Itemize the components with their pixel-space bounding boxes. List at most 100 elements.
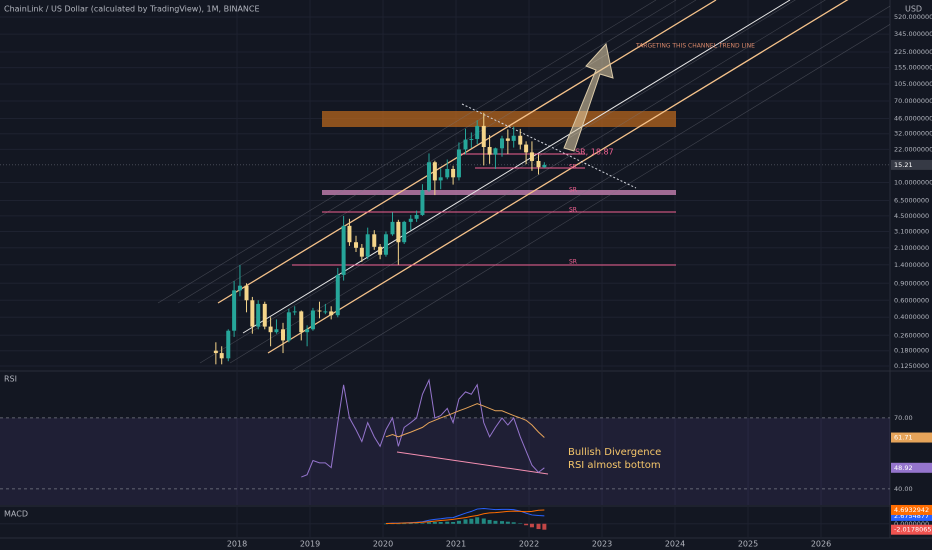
histogram-bar <box>420 523 425 524</box>
candle-body <box>390 221 395 235</box>
candle-body <box>414 214 419 219</box>
candle-body <box>347 225 352 243</box>
histogram-bar <box>383 523 388 525</box>
supply-zone <box>322 111 676 127</box>
y-tick-label: 1.4000000 <box>894 261 929 269</box>
x-tick-label: 2022 <box>519 540 539 549</box>
candle-body <box>432 162 437 181</box>
y-tick-label: 225.0000000 <box>894 48 932 56</box>
histogram-bar <box>402 523 407 525</box>
histogram-bar <box>542 523 547 530</box>
candle-body <box>359 247 364 257</box>
candle-body <box>310 310 315 330</box>
drawings <box>157 0 890 370</box>
candle-body <box>505 138 510 141</box>
price-badge <box>891 524 932 535</box>
y-tick-label: 0.4000000 <box>894 313 929 321</box>
x-tick-label: 2023 <box>592 540 612 549</box>
badge-label: 2.6754877 <box>894 512 929 520</box>
y-tick-label: 2.1000000 <box>894 244 929 252</box>
candle-body <box>281 329 286 341</box>
price-badge <box>891 504 932 515</box>
histogram-bar <box>408 523 413 525</box>
candle-body <box>372 234 377 247</box>
histogram-bar <box>493 520 498 524</box>
currency: USD <box>905 5 922 14</box>
annotation: SR <box>569 164 577 171</box>
histogram-bar <box>427 522 432 524</box>
annotation: SR <box>569 187 577 194</box>
candle-body <box>323 311 328 313</box>
channel-lower <box>267 0 849 354</box>
annotation: TARGETING THIS CHANNEL TREND LINE <box>635 43 755 50</box>
candle-body <box>305 329 310 333</box>
y-tick-label: 520.0000000 <box>894 13 932 21</box>
candle-body <box>487 147 492 155</box>
x-tick-label: 2021 <box>446 540 466 549</box>
target-arrow <box>563 42 614 152</box>
y-tick-label: 70.00 <box>894 414 913 422</box>
histogram-bar <box>511 522 516 524</box>
histogram-bar <box>451 522 456 524</box>
x-tick-label: 2018 <box>227 540 247 549</box>
annotation: RSI almost bottom <box>568 460 661 471</box>
candle-body <box>341 225 346 275</box>
x-tick-label: 2026 <box>811 540 831 549</box>
y-tick-label: 40.00 <box>894 485 913 493</box>
candle-body <box>463 139 468 150</box>
y-tick-label: 0.2600000 <box>894 331 929 339</box>
histogram-bar <box>445 521 450 524</box>
series-line <box>385 509 545 525</box>
channel-fan <box>157 0 890 370</box>
candle-body <box>226 330 231 359</box>
y-tick-label: 10.0000000 <box>894 178 932 186</box>
candle-body <box>524 144 529 153</box>
candle-body <box>481 125 486 148</box>
histogram-bar <box>529 523 534 528</box>
candle-body <box>500 138 505 149</box>
histogram-bar <box>475 517 480 524</box>
candle-body <box>250 300 255 327</box>
y-tick-label: 3.1000000 <box>894 227 929 235</box>
candle-body <box>244 285 249 301</box>
y-tick-label: 70.0000000 <box>894 97 932 105</box>
badge-label: 15.21 <box>894 161 913 169</box>
histogram-bar <box>432 522 437 524</box>
y-tick-label: 0.1250000 <box>894 362 929 370</box>
candle-body <box>299 311 304 333</box>
candle-body <box>475 125 480 140</box>
support-zone <box>322 190 676 195</box>
candle-body <box>317 310 322 312</box>
series-line <box>385 403 545 438</box>
candle-body <box>511 135 516 141</box>
x-tick-label: 2020 <box>373 540 393 549</box>
histogram-bar <box>396 523 401 525</box>
y-tick-label: 0.9000000 <box>894 279 929 287</box>
x-tick-label: 2025 <box>738 540 758 549</box>
badge-label: 4.6932942 <box>894 506 929 514</box>
histogram-bar <box>524 523 529 526</box>
candle-body <box>427 162 432 191</box>
annotation: SR <box>569 259 577 266</box>
histogram-bar <box>518 523 523 524</box>
y-tick-label: 4.5000000 <box>894 212 929 220</box>
histogram-bar <box>500 521 505 524</box>
candle-body <box>354 242 359 248</box>
histogram-bar <box>456 520 461 524</box>
candle-body <box>213 350 218 354</box>
y-tick-label: 32.0000000 <box>894 130 932 138</box>
y-tick-label: 155.0000000 <box>894 64 932 72</box>
price-badge <box>891 159 932 170</box>
candle-body <box>493 148 498 155</box>
candle-body <box>451 168 456 178</box>
candle-body <box>536 160 541 168</box>
annotation: SR, 18.87 <box>575 148 614 157</box>
histogram-bar <box>505 521 510 524</box>
badge-label: -2.0178065 <box>894 526 932 534</box>
candle-body <box>408 218 413 222</box>
y-tick-label: 0.0000000 <box>894 520 929 528</box>
x-tick-label: 2019 <box>300 540 320 549</box>
